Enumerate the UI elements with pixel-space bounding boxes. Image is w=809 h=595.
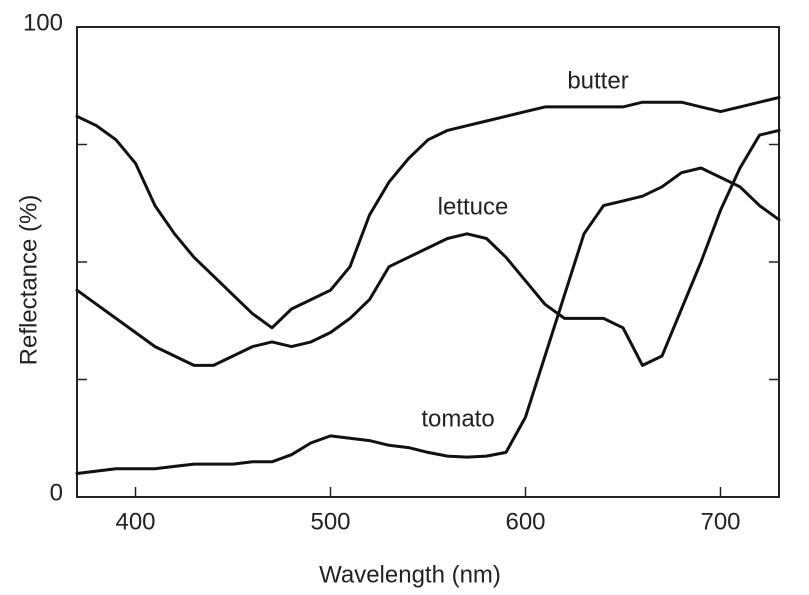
y-axis-title: Reflectance (%) — [15, 195, 42, 366]
x-tick-label: 600 — [505, 508, 545, 535]
y-tick-label: 100 — [23, 9, 63, 36]
series-label: tomato — [421, 405, 494, 432]
series-label: butter — [567, 67, 628, 94]
x-tick-label: 400 — [115, 508, 155, 535]
x-tick-label: 700 — [700, 508, 740, 535]
line-series — [75, 128, 781, 367]
line-series — [75, 166, 781, 475]
y-tick-label: 0 — [50, 479, 63, 506]
x-axis-title: Wavelength (nm) — [319, 561, 501, 588]
x-tick-label: 500 — [310, 508, 350, 535]
line-series — [75, 96, 781, 330]
series-label: lettuce — [438, 193, 509, 220]
